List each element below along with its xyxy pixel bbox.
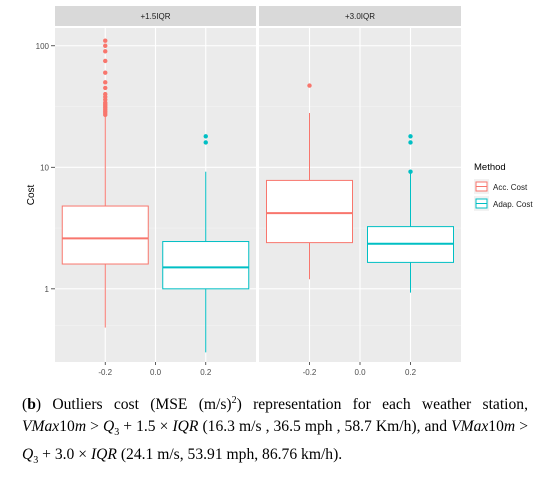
x-tick-label: 0.0 [150,368,162,377]
caption-text-3: (16.3 m/s , 36.5 mph , 58.7 Km/h), and [198,418,452,436]
outlier-point [103,49,108,54]
outlier-point [103,38,108,43]
outlier-point [203,134,208,139]
caption-iqr1: IQR [172,418,199,436]
caption-text-4: (24.1 m/s, 53.91 mph, 86.76 km/h). [116,446,343,464]
box-acc-cost [266,83,353,280]
facet-strip-label: +3.0IQR [345,12,375,21]
caption-gt2: > [515,418,528,436]
x-tick-label: -0.2 [98,368,112,377]
caption-label: b [27,396,36,414]
iqr-box [266,179,353,244]
caption-var1: VMax [22,418,60,436]
iqr-box [61,205,149,265]
outlier-point [103,43,108,48]
caption-var1-unit: m [74,418,87,436]
legend-entry-label: Adap. Cost [493,200,533,209]
outlier-point [408,140,413,145]
outlier-point [103,58,108,64]
outlier-point [408,169,413,174]
outlier-point [408,134,413,139]
box-adap-cost [162,134,250,353]
caption-var2-unit: m [503,418,516,436]
facet-strip [55,6,256,26]
y-tick-label: 1 [45,285,50,294]
outlier-point [203,140,208,145]
caption-var1-num: 10 [59,418,75,436]
outlier-point [103,91,108,97]
outlier-point [307,83,312,88]
caption-plus1: + 1.5 × [119,418,173,436]
caption-var2: VMax [451,418,489,436]
x-tick-label: 0.0 [354,368,366,377]
figure-caption: (b) Outliers cost (MSE (m/s)2) represent… [22,395,528,467]
outlier-point [103,85,108,91]
caption-iqr2: IQR [90,446,117,464]
outlier-point [103,100,108,105]
caption-q2-sub: 3 [33,455,39,467]
outlier-point [103,70,108,75]
x-tick-label: -0.2 [303,368,317,377]
facet-strip-label: +1.5IQR [140,12,170,21]
x-tick-label: 0.2 [200,368,212,377]
outlier-point [103,80,108,85]
caption-sup: 2 [231,395,237,406]
facet-strip [259,6,461,26]
caption-text-1: ) Outliers cost (MSE (m/s) [35,396,232,414]
box-adap-cost [367,134,454,293]
caption-q1: Q [102,418,115,436]
caption-gt1: > [86,418,103,436]
box-acc-cost [61,38,149,328]
caption-q2: Q [22,446,34,464]
boxplot-chart: Cost 1 10 100 +1.5IQR -0.2 0.0 0.2 +3.0IQR -0.2 0.… [26,6,533,377]
caption-text-2: ) representation for each weather statio… [236,396,528,414]
y-tick-label: 100 [36,42,50,51]
caption-q1-sub: 3 [114,427,120,439]
legend-entry-label: Acc. Cost [493,183,528,192]
caption-plus2: + 3.0 × [38,446,91,464]
caption-var2-num: 10 [488,418,504,436]
legend-title: Method [474,162,506,173]
y-axis-label: Cost [26,184,37,205]
iqr-box [162,241,250,290]
x-tick-label: 0.2 [405,368,417,377]
y-tick-label: 10 [40,163,49,172]
